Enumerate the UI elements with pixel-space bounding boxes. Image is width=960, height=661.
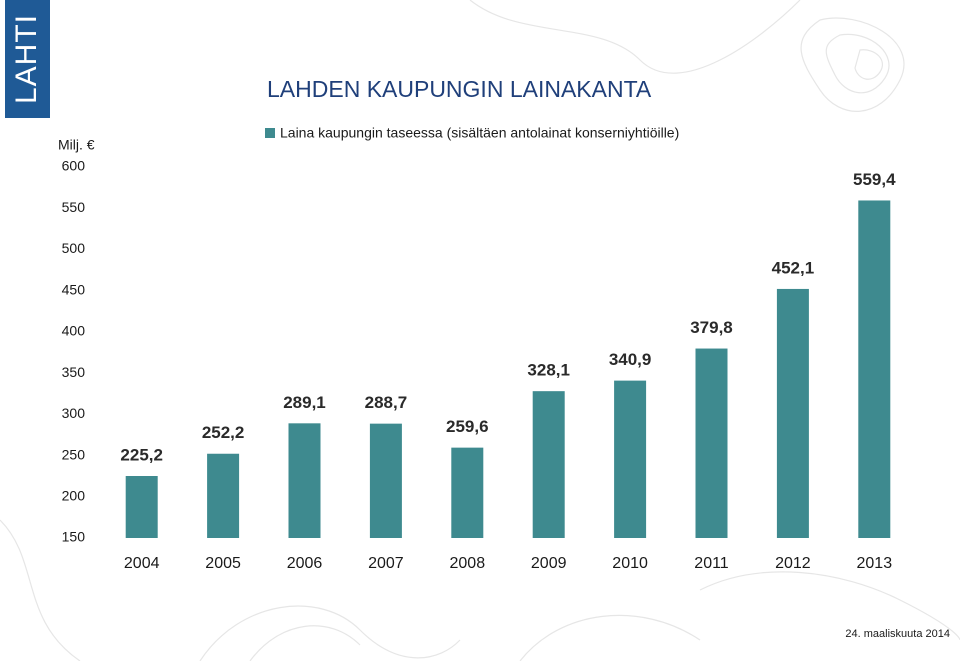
bar xyxy=(451,447,484,538)
chart-title: LAHDEN KAUPUNGIN LAINAKANTA xyxy=(267,76,652,102)
bar xyxy=(532,391,565,538)
value-label: 379,8 xyxy=(690,318,733,337)
x-tick-label: 2011 xyxy=(694,555,729,572)
value-label: 252,2 xyxy=(202,423,245,442)
y-tick-label: 200 xyxy=(62,487,86,503)
bar xyxy=(288,423,321,538)
legend-swatch xyxy=(265,128,275,138)
value-label: 225,2 xyxy=(120,445,163,464)
y-tick-label: 350 xyxy=(62,364,86,380)
x-tick-label: 2004 xyxy=(124,555,160,572)
x-tick-label: 2009 xyxy=(531,555,567,572)
x-tick-label: 2007 xyxy=(368,555,404,572)
y-tick-label: 250 xyxy=(62,446,86,462)
y-tick-label: 400 xyxy=(62,323,86,339)
y-tick-label: 300 xyxy=(62,405,86,421)
y-tick-label: 550 xyxy=(62,199,86,215)
x-tick-label: 2006 xyxy=(287,555,323,572)
bar xyxy=(858,200,891,538)
y-axis-label: Milj. € xyxy=(58,137,95,153)
value-label: 559,4 xyxy=(853,170,896,189)
bar xyxy=(125,476,158,538)
logo: LAHTI xyxy=(10,14,43,104)
value-label: 259,6 xyxy=(446,417,489,436)
bar xyxy=(369,423,402,538)
bar xyxy=(207,453,240,538)
y-tick-label: 600 xyxy=(62,158,86,174)
value-label: 288,7 xyxy=(365,393,408,412)
logo-box xyxy=(5,0,50,118)
x-tick-label: 2013 xyxy=(857,555,893,572)
value-label: 452,1 xyxy=(772,258,815,277)
y-tick-label: 450 xyxy=(62,281,86,297)
bar xyxy=(695,348,728,538)
x-tick-label: 2008 xyxy=(450,555,486,572)
legend-label: Laina kaupungin taseessa (sisältäen anto… xyxy=(280,125,679,141)
x-tick-label: 2012 xyxy=(775,555,811,572)
value-label: 328,1 xyxy=(527,361,570,380)
x-tick-label: 2010 xyxy=(612,555,648,572)
footer-date: 24. maaliskuuta 2014 xyxy=(845,628,950,640)
bar xyxy=(776,288,809,538)
value-label: 340,9 xyxy=(609,350,652,369)
x-tick-label: 2005 xyxy=(205,555,241,572)
y-tick-label: 150 xyxy=(62,529,86,545)
value-label: 289,1 xyxy=(283,393,326,412)
y-tick-label: 500 xyxy=(62,240,86,256)
bar xyxy=(614,380,647,538)
